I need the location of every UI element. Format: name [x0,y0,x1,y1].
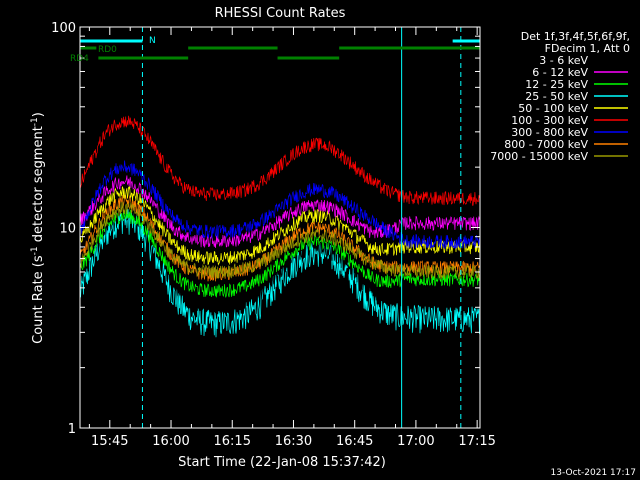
x-tick-label-1: 16:00 [152,434,189,449]
series-line-2 [79,209,481,298]
y-axis-label-part2: detector segment [31,126,46,246]
plot-frame [79,26,481,429]
legend-label-7: 800 - 7000 keV [504,138,588,151]
x-tick-label-3: 16:30 [275,434,312,449]
legend-label-1: 6 - 12 keV [532,66,588,79]
x-axis-label: Start Time (22-Jan-08 15:37:42) [178,455,386,470]
timestamp: 13-Oct-2021 17:17 [551,468,636,478]
x-tick-label-5: 17:00 [397,434,434,449]
night-label: N [149,36,156,46]
series-line-4 [79,186,481,266]
y-axis-label: Count Rate (s-1 detector segment-1) [30,112,46,344]
series-line-1 [79,175,481,248]
legend-label-5: 100 - 300 keV [511,114,588,127]
x-tick-label-2: 16:15 [214,434,251,449]
legend-header-line2: FDecim 1, Att 0 [545,42,630,55]
chart-title: RHESSI Count Rates [215,6,346,21]
legend-header-line1: Det 1f,3f,4f,5f,6f,9f, [521,30,630,43]
y-axis-label-sup2: -1 [30,117,40,126]
x-tick-label-6: 17:15 [458,434,495,449]
series-line-8 [79,201,481,280]
y-axis-label-sup1: -1 [30,246,40,255]
y-tick-label-0: 1 [68,422,76,437]
rd4-label: RD4 [70,54,89,64]
y-tick-label-1: 10 [59,222,76,237]
legend-label-2: 12 - 25 keV [525,78,588,91]
rd0-label: RD0 [98,45,117,55]
y-axis-label-part1: Count Rate (s [31,255,46,344]
y-axis-label-part3: ) [31,112,46,117]
legend-label-3: 25 - 50 keV [525,90,588,103]
legend-label-4: 50 - 100 keV [518,102,588,115]
series-line-5 [79,115,481,206]
overlay-layer [79,27,480,428]
legend-label-0: 3 - 6 keV [539,54,588,67]
data-layer [79,115,481,338]
x-tick-label-4: 16:45 [336,434,373,449]
series-line-6 [79,160,481,249]
axes-layer: 15:45 16:00 16:15 16:30 16:45 17:00 17:15 1 10 10… [51,21,496,449]
legend-label-8: 7000 - 15000 keV [490,150,588,163]
legend-label-6: 300 - 800 keV [511,126,588,139]
y-tick-label-2: 100 [51,21,76,36]
x-tick-label-0: 15:45 [91,434,128,449]
